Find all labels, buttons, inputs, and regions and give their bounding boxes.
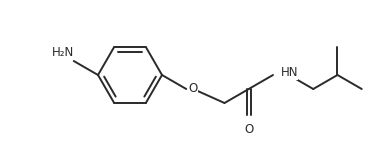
Text: HN: HN	[281, 66, 298, 80]
Text: O: O	[189, 82, 198, 96]
Text: O: O	[244, 123, 253, 136]
Text: H₂N: H₂N	[52, 46, 74, 59]
